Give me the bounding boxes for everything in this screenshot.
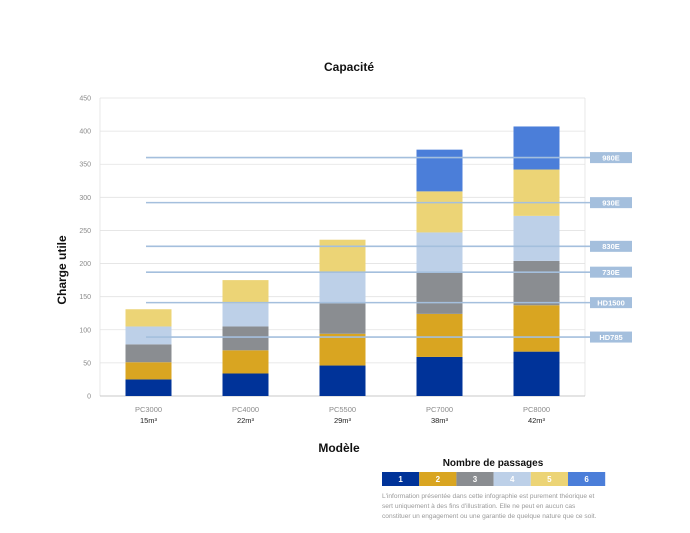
bars [125, 126, 560, 396]
y-tick-labels: 0 50 100 150 200 250 300 350 400 450 [79, 96, 91, 401]
reference-label-box [590, 197, 632, 209]
reference-label-box [590, 152, 632, 164]
legend-label: 6 [584, 475, 589, 484]
x-tick-labels: PC3000 15m³ PC4000 22m³ PC5500 29m³ PC7000 38m³… [135, 405, 550, 425]
legend-swatch [530, 472, 568, 486]
bar-segment [416, 232, 463, 273]
x-tick-label: PC4000 [232, 405, 259, 414]
bar-segment [513, 169, 560, 216]
x-tick-label: PC7000 [426, 405, 453, 414]
bar-segment [513, 260, 560, 306]
legend-label: 1 [398, 475, 403, 484]
y-tick-label: 250 [79, 228, 91, 235]
reference-label: HD1500 [597, 298, 625, 307]
y-tick-label: 400 [79, 129, 91, 136]
bar-segment [125, 326, 172, 345]
bar-segment [416, 313, 463, 357]
legend-swatch [568, 472, 606, 486]
legend-label: 3 [473, 475, 478, 484]
reference-lines: 980E 930E 830E 730E HD1500 HD785 [146, 152, 632, 343]
bar-segment [416, 149, 463, 192]
bar-segment [222, 280, 269, 304]
reference-label: 980E [602, 153, 620, 162]
chart-title: Capacité [324, 60, 374, 74]
reference-label-box [590, 240, 632, 252]
legend-swatch [382, 472, 420, 486]
legend-swatch [456, 472, 494, 486]
legend: 1 2 3 4 5 6 [382, 472, 606, 486]
reference-label: 730E [602, 268, 620, 277]
legend-swatch [493, 472, 531, 486]
bar-segment [222, 326, 269, 351]
bar-segment [416, 191, 463, 233]
y-tick-label: 450 [79, 96, 91, 103]
bar-segment [222, 350, 269, 374]
x-tick-label: PC8000 [523, 405, 550, 414]
bar-segment [513, 126, 560, 170]
reference-label-box [590, 331, 632, 343]
reference-label-box [590, 297, 632, 309]
bar-segment [513, 305, 560, 352]
bar-segment [416, 272, 463, 314]
reference-label: 930E [602, 198, 620, 207]
legend-swatch [419, 472, 457, 486]
reference-label: HD785 [599, 333, 622, 342]
legend-label: 4 [510, 475, 515, 484]
y-tick-label: 300 [79, 195, 91, 202]
y-axis-title: Charge utile [55, 235, 69, 305]
x-tick-label: PC3000 [135, 405, 162, 414]
bar-segment [319, 303, 366, 334]
bar-segment [416, 356, 463, 396]
bar-segment [125, 344, 172, 363]
x-tick-sublabel: 29m³ [334, 416, 352, 425]
legend-title: Nombre de passages [443, 458, 544, 469]
bar-segment [125, 362, 172, 380]
y-tick-label: 100 [79, 327, 91, 334]
bar-segment [513, 351, 560, 396]
bar-segment [319, 272, 366, 304]
y-tick-label: 200 [79, 261, 91, 268]
bar-segment [125, 309, 172, 327]
y-tick-label: 350 [79, 162, 91, 169]
bar-segment [319, 239, 366, 273]
bar-segment [125, 379, 172, 396]
x-tick-sublabel: 22m³ [237, 416, 255, 425]
reference-label: 830E [602, 242, 620, 251]
bar-segment [222, 373, 269, 396]
bar-segment [222, 303, 269, 327]
legend-label: 5 [547, 475, 552, 484]
x-tick-sublabel: 42m³ [528, 416, 546, 425]
y-tick-label: 0 [87, 394, 91, 401]
x-tick-label: PC5500 [329, 405, 356, 414]
x-axis-title: Modèle [318, 441, 360, 455]
bar-segment [513, 215, 560, 261]
y-tick-label: 50 [83, 360, 91, 367]
legend-label: 2 [436, 475, 441, 484]
reference-label-box [590, 266, 632, 278]
x-tick-sublabel: 38m³ [431, 416, 449, 425]
bar-segment [319, 365, 366, 396]
disclaimer-text: L'information présentée dans cette infog… [382, 493, 597, 520]
bar-segment [319, 333, 366, 366]
x-tick-sublabel: 15m³ [140, 416, 158, 425]
y-tick-label: 150 [79, 294, 91, 301]
